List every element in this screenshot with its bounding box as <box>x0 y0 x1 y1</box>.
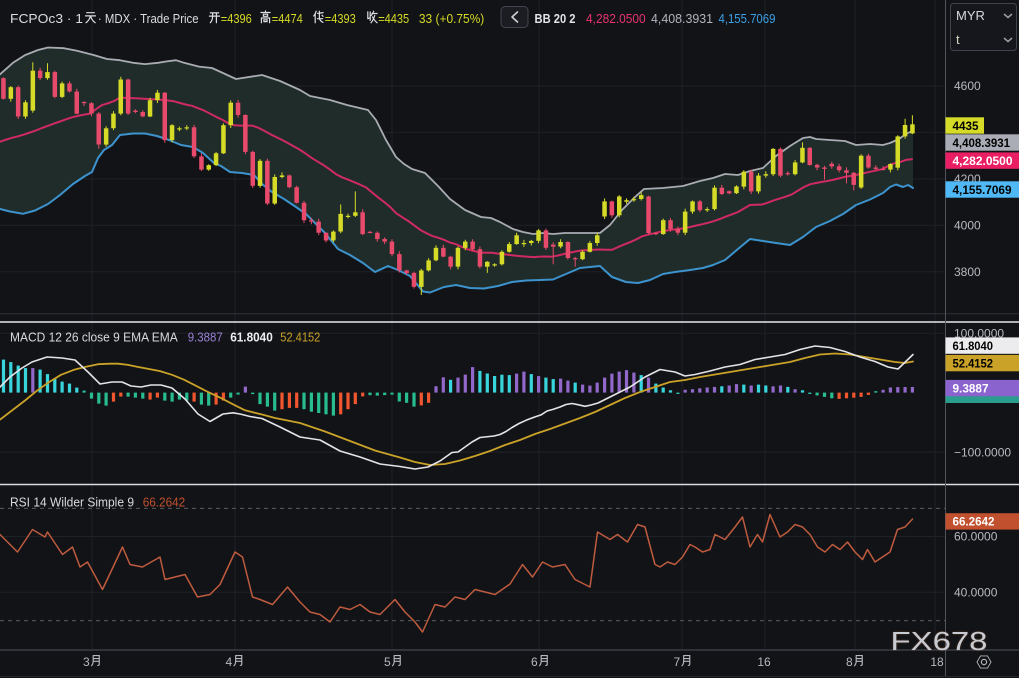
svg-text:4,408.3931: 4,408.3931 <box>953 136 1011 150</box>
svg-text:40.0000: 40.0000 <box>954 585 998 599</box>
svg-text:=4474: =4474 <box>272 11 303 26</box>
svg-text:=4435: =4435 <box>378 11 409 26</box>
svg-text:18: 18 <box>930 655 944 669</box>
svg-text:4,408.3931: 4,408.3931 <box>651 11 713 26</box>
svg-text:16: 16 <box>757 655 771 669</box>
svg-text:6: 6 <box>531 655 538 669</box>
svg-text:3: 3 <box>83 655 90 669</box>
svg-text:· MDX · Trade Price: · MDX · Trade Price <box>98 11 199 26</box>
svg-text:100.0000: 100.0000 <box>954 326 1004 340</box>
svg-text:t: t <box>956 32 960 47</box>
svg-text:7: 7 <box>674 655 681 669</box>
svg-text:4: 4 <box>226 655 233 669</box>
svg-text:4000: 4000 <box>954 219 981 233</box>
svg-text:4,155.7069: 4,155.7069 <box>953 183 1012 197</box>
svg-text:66.2642: 66.2642 <box>953 515 995 529</box>
svg-text:=4393: =4393 <box>325 11 356 26</box>
svg-text:66.2642: 66.2642 <box>143 496 186 510</box>
svg-text:4600: 4600 <box>954 79 981 93</box>
svg-text:4,282.0500: 4,282.0500 <box>586 11 646 26</box>
svg-text:9.3887: 9.3887 <box>953 381 989 395</box>
svg-text:4435: 4435 <box>953 119 979 133</box>
svg-text:RSI 14 Wilder Simple 9: RSI 14 Wilder Simple 9 <box>10 496 134 510</box>
svg-text:FX678: FX678 <box>891 626 988 656</box>
svg-text:MYR: MYR <box>956 8 985 23</box>
svg-text:−100.0000: −100.0000 <box>954 445 1011 459</box>
svg-text:FCPOc3 · 1: FCPOc3 · 1 <box>10 11 83 26</box>
svg-text:8: 8 <box>846 655 853 669</box>
svg-text:52.4152: 52.4152 <box>280 331 320 345</box>
svg-text:MACD 12 26 close 9 EMA EMA: MACD 12 26 close 9 EMA EMA <box>10 331 178 345</box>
svg-text:9.3887: 9.3887 <box>188 331 223 345</box>
svg-text:5: 5 <box>384 655 391 669</box>
svg-text:60.0000: 60.0000 <box>954 530 998 544</box>
svg-text:52.4152: 52.4152 <box>953 356 994 370</box>
svg-text:33 (+0.75%): 33 (+0.75%) <box>419 11 484 26</box>
svg-text:=4396: =4396 <box>221 11 252 26</box>
svg-text:4,155.7069: 4,155.7069 <box>719 11 776 26</box>
svg-text:61.8040: 61.8040 <box>230 331 273 345</box>
svg-text:BB 20 2: BB 20 2 <box>535 11 576 26</box>
svg-text:4,282.0500: 4,282.0500 <box>953 154 1013 168</box>
svg-text:3800: 3800 <box>954 265 981 279</box>
svg-text:61.8040: 61.8040 <box>953 339 994 353</box>
